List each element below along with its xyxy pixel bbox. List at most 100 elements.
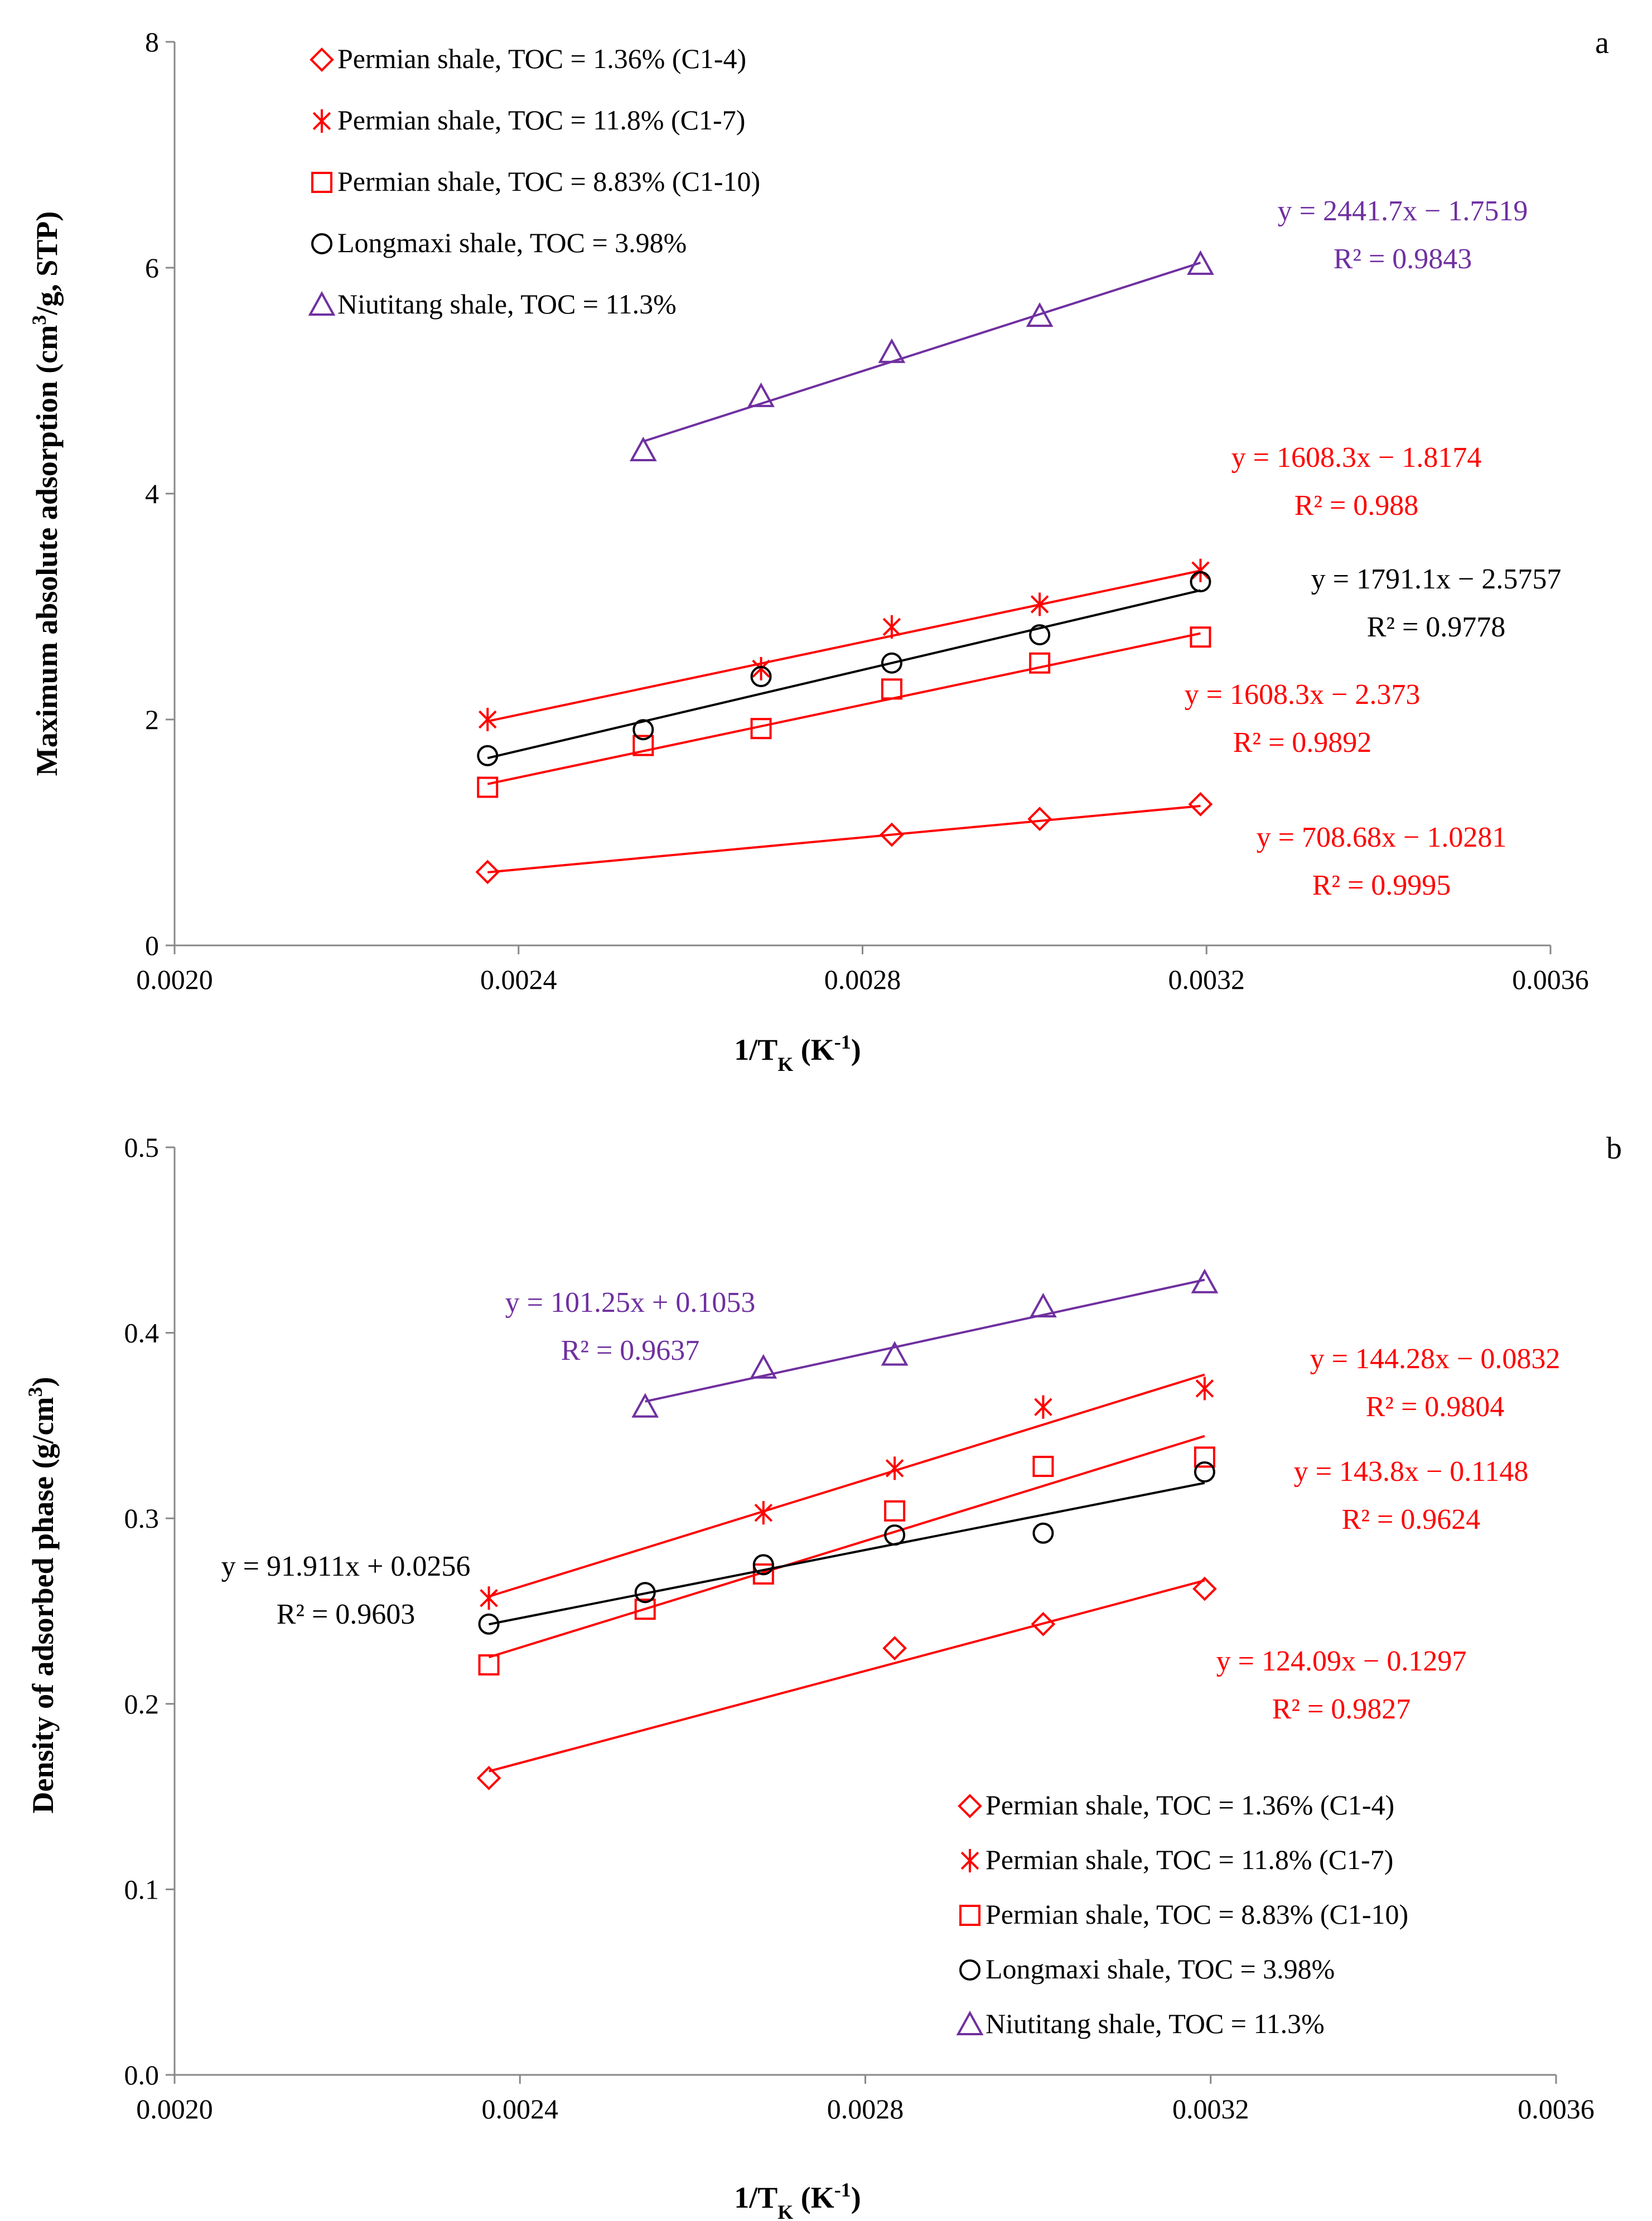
legend-item: Permian shale, TOC = 8.83% (C1-10) [959,1899,1408,1930]
y-axis-title-text: Maximum absolute adsorption (cm [30,325,64,776]
legend-item: Permian shale, TOC = 11.8% (C1-7) [312,104,745,136]
trendline-equation: y = 144.28x − 0.0832 [1310,1343,1561,1375]
data-point-circle [632,719,654,741]
data-point-star [885,1456,904,1480]
trendline [487,632,1201,785]
data-point-triangle [747,382,775,407]
series-square: y = 143.8x − 0.1148 R² = 0.9624 [478,1435,1528,1676]
legend-marker-star-stroke [312,112,331,131]
data-point-diamond [882,1636,907,1660]
data-point-star-stroke [754,1503,773,1522]
legend-marker-star-stroke [960,1851,979,1870]
data-point-star-stroke [1191,561,1210,580]
x-tick-label: 0.0028 [827,2093,904,2125]
data-point-square [634,1599,656,1620]
x-axis-title-sup: -1 [834,2179,851,2201]
data-point-square [1029,652,1051,674]
series-circle: y = 1791.1x − 2.5757 R² = 0.9778 [477,563,1561,766]
trendline [488,1435,1205,1659]
data-point-circle [881,652,902,674]
data-point-square [477,776,499,798]
legend-item: Permian shale, TOC = 11.8% (C1-7) [960,1844,1393,1875]
trendline-r2: R² = 0.9892 [1233,727,1372,759]
y-tick-label: 0.1 [124,1874,160,1905]
legend-label: Longmaxi shale, TOC = 3.98% [986,1953,1335,1985]
data-point-star [480,1586,498,1610]
x-tick-label: 0.0032 [1168,964,1245,995]
y-tick-label: 8 [145,26,159,57]
data-point-triangle [1191,1268,1219,1293]
trendline-equation: y = 1608.3x − 1.8174 [1231,442,1482,474]
legend: Permian shale, TOC = 1.36% (C1-4) Permian… [956,1789,1408,2039]
data-point-star-stroke [478,710,497,729]
x-axis-title-unit: (K [793,1033,834,1066]
legend-item: Niutitang shale, TOC = 11.3% [956,2008,1325,2039]
legend-item: Longmaxi shale, TOC = 3.98% [311,227,687,258]
trendline [488,1373,1205,1598]
x-axis-title-text: 1/T [734,1033,777,1066]
data-point-star [1030,592,1049,616]
x-axis-title-unit: (K [793,2181,834,2214]
series-star: y = 1608.3x − 1.8174 R² = 0.988 [478,442,1482,731]
data-point-square [1194,1446,1215,1468]
data-point-square [750,718,772,740]
x-tick-label: 0.0020 [136,2093,213,2125]
data-point-star [1195,1377,1214,1401]
data-point-diamond [1031,1611,1056,1636]
data-point-triangle [878,338,906,363]
y-tick-label: 0.3 [124,1503,160,1534]
data-point-triangle [1026,302,1054,327]
data-point-diamond [475,860,500,885]
x-axis-title-text: 1/T [734,2181,777,2214]
series-circle: y = 91.911x + 0.0256 R² = 0.9603 [221,1461,1215,1635]
data-point-star [1191,558,1210,582]
legend-item: Permian shale, TOC = 8.83% (C1-10) [311,166,760,197]
data-point-triangle [881,1341,909,1366]
y-tick-label: 0.0 [124,2059,160,2090]
series-star: y = 144.28x − 0.0832 R² = 0.9804 [480,1343,1561,1610]
chart-panel-b: 0.0 0.1 0.2 0.3 0.4 0.5 0.0020 0.0024 0.0028 0.00… [24,1131,1622,2221]
data-point-star [752,656,770,680]
chart-panel-a: 0 2 4 6 8 0.0020 0.0024 0.0028 0.0032 0.0036 a Maxi… [28,26,1609,1075]
x-tick-label: 0.0028 [824,964,901,995]
legend-marker-circle [311,233,332,254]
data-point-circle [750,666,772,688]
trendline-r2: R² = 0.988 [1294,490,1419,522]
data-point-diamond [880,822,904,847]
trendline-equation: y = 101.25x + 0.1053 [505,1287,756,1319]
legend-item: Niutitang shale, TOC = 11.3% [308,288,677,320]
trendline-r2: R² = 0.9827 [1272,1693,1411,1725]
trendline-equation: y = 2441.7x − 1.7519 [1278,195,1528,227]
trendline-r2: R² = 0.9603 [277,1599,416,1630]
data-point-square [632,735,654,756]
trendline [643,262,1201,443]
trendline [489,1579,1205,1773]
trendline-r2: R² = 0.9637 [561,1335,700,1367]
trendline-r2: R² = 0.9995 [1312,870,1451,901]
y-axis-title-text-end: /g, STP) [30,211,64,316]
data-point-circle [634,1582,656,1604]
data-point-triangle [629,436,657,462]
data-point-diamond [476,1766,501,1790]
x-tick-label: 0.0032 [1172,2093,1249,2125]
y-tick-label: 0.5 [124,1132,160,1163]
y-axis-title: Density of adsorbed phase (g/cm3) [24,1377,60,1814]
data-point-star [882,615,901,639]
legend-label: Permian shale, TOC = 8.83% (C1-10) [337,166,760,197]
y-tick-label: 6 [145,252,159,283]
y-axis-title-sup: 3 [28,315,50,325]
data-point-triangle [1187,250,1214,275]
x-axis-title-unit-end: ) [851,2181,861,2214]
legend-marker-circle [959,1959,980,1981]
legend-item: Permian shale, TOC = 1.36% (C1-4) [958,1789,1394,1821]
data-point-star-stroke [1195,1379,1214,1398]
trendline-r2: R² = 0.9778 [1367,611,1506,643]
legend-marker-diamond [310,47,334,72]
data-point-diamond [1027,807,1052,832]
series-diamond: y = 708.68x − 1.0281 R² = 0.9995 [475,792,1506,901]
data-point-star-stroke [885,1459,904,1478]
x-axis-title: 1/TK (K-1) [734,1031,861,1075]
trendline [487,589,1201,760]
legend-marker-square [311,172,332,193]
